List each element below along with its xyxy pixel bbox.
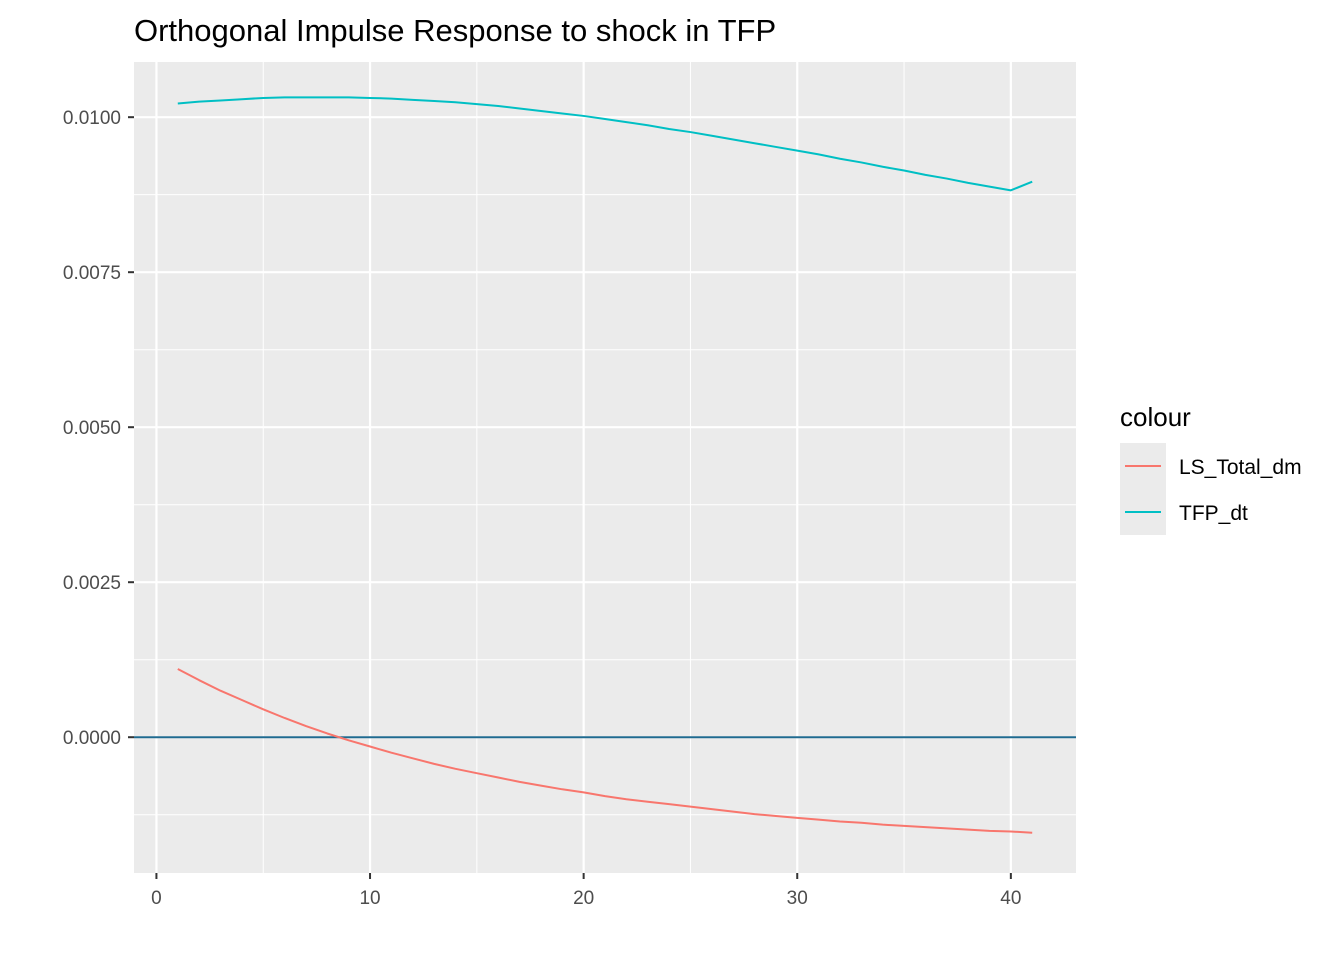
y-tick-label: 0.0000 xyxy=(63,728,121,749)
legend-key-background xyxy=(1120,443,1166,535)
minor-grid xyxy=(134,62,1076,873)
y-axis: 0.0000 0.0025 0.0050 0.0075 0.0100 xyxy=(63,108,134,749)
x-axis: 0 10 20 30 40 xyxy=(151,873,1021,909)
legend-label: LS_Total_dm xyxy=(1179,456,1302,479)
x-tick-label: 20 xyxy=(573,888,594,909)
series-line-tfp-dt xyxy=(177,96,1033,192)
x-tick-label: 40 xyxy=(1000,888,1021,909)
y-tick-label: 0.0050 xyxy=(63,418,121,439)
legend-label: TFP_dt xyxy=(1179,502,1248,525)
y-tick-label: 0.0025 xyxy=(63,573,121,594)
legend: colour LS_Total_dm TFP_dt xyxy=(1120,402,1302,535)
plot-panel xyxy=(134,62,1076,873)
legend-title: colour xyxy=(1120,402,1191,432)
x-tick-label: 30 xyxy=(787,888,808,909)
y-tick-label: 0.0100 xyxy=(63,108,121,129)
series-lines xyxy=(177,96,1033,834)
series-line-ls-total-dm xyxy=(177,668,1033,834)
x-tick-label: 10 xyxy=(359,888,380,909)
chart-title: Orthogonal Impulse Response to shock in … xyxy=(134,13,776,48)
y-tick-label: 0.0075 xyxy=(63,263,121,284)
x-tick-label: 0 xyxy=(151,888,162,909)
